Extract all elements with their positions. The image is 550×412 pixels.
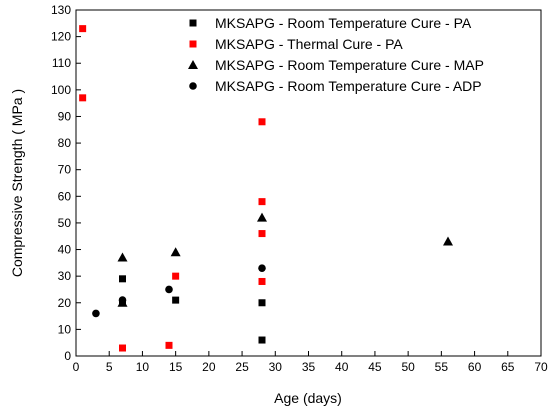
- x-tick-label: 0: [73, 360, 80, 374]
- x-tick-label: 65: [501, 360, 515, 374]
- legend-label: MKSAPG - Room Temperature Cure - ADP: [215, 78, 482, 94]
- legend-label: MKSAPG - Thermal Cure - PA: [215, 36, 403, 52]
- plot-area: [75, 9, 542, 357]
- legend-label: MKSAPG - Room Temperature Cure - PA: [215, 15, 472, 31]
- data-point: [79, 94, 87, 102]
- data-point: [258, 198, 266, 206]
- x-tick-label: 5: [106, 360, 113, 374]
- legend-label: MKSAPG - Room Temperature Cure - MAP: [215, 57, 484, 73]
- data-point: [258, 336, 266, 344]
- y-tick-label: 100: [51, 83, 71, 97]
- y-tick-label: 10: [58, 322, 72, 336]
- y-tick-label: 80: [58, 136, 72, 150]
- data-point: [172, 272, 180, 280]
- x-tick-label: 10: [136, 360, 150, 374]
- data-point: [258, 299, 266, 307]
- x-tick-label: 60: [468, 360, 482, 374]
- y-tick-label: 30: [58, 269, 72, 283]
- x-tick-label: 70: [534, 360, 548, 374]
- x-tick-label: 40: [335, 360, 349, 374]
- data-point: [258, 118, 266, 126]
- data-point: [258, 230, 266, 238]
- y-tick-label: 130: [51, 3, 71, 17]
- axis-ticks: 0 5 10 15 20 25 30 35 40 45 50 55 60 65 70 0 10 20 30 40 50 6…: [51, 3, 548, 374]
- y-axis-title: Compressive Strength ( MPa ): [9, 89, 25, 277]
- data-point: [119, 275, 126, 283]
- y-tick-label: 0: [64, 349, 71, 363]
- data-point: [79, 25, 87, 33]
- data-point: [118, 296, 127, 304]
- y-tick-label: 40: [58, 243, 72, 257]
- x-tick-label: 35: [302, 360, 316, 374]
- data-points: [79, 25, 453, 352]
- y-tick-label: 20: [58, 296, 72, 310]
- data-point: [165, 285, 173, 294]
- data-point: [172, 296, 180, 304]
- y-tick-label: 110: [52, 56, 71, 70]
- data-point: [92, 309, 100, 318]
- x-tick-label: 45: [368, 360, 382, 374]
- y-tick-label: 90: [58, 109, 72, 123]
- x-tick-label: 30: [269, 360, 283, 374]
- data-point: [258, 264, 266, 272]
- x-tick-label: 25: [235, 360, 249, 374]
- x-tick-label: 20: [202, 360, 216, 374]
- legend-marker: [189, 19, 197, 27]
- legend-marker: [189, 40, 197, 48]
- data-point: [117, 252, 128, 262]
- data-point: [119, 344, 126, 352]
- data-point: [257, 212, 267, 222]
- y-tick-label: 120: [51, 30, 71, 44]
- legend-marker: [188, 60, 198, 69]
- data-point: [170, 247, 181, 257]
- y-tick-label: 60: [58, 189, 72, 203]
- x-tick-label: 15: [169, 360, 183, 374]
- x-tick-label: 50: [401, 360, 415, 374]
- legend-marker: [189, 82, 197, 90]
- data-point: [258, 277, 266, 285]
- y-tick-label: 50: [58, 216, 72, 230]
- legend: MKSAPG - Room Temperature Cure - PA MKSAP…: [188, 15, 484, 94]
- x-tick-label: 55: [435, 360, 449, 374]
- y-tick-label: 70: [58, 163, 72, 177]
- x-axis-title: Age (days): [274, 390, 342, 406]
- data-point: [165, 341, 173, 349]
- data-point: [443, 236, 453, 246]
